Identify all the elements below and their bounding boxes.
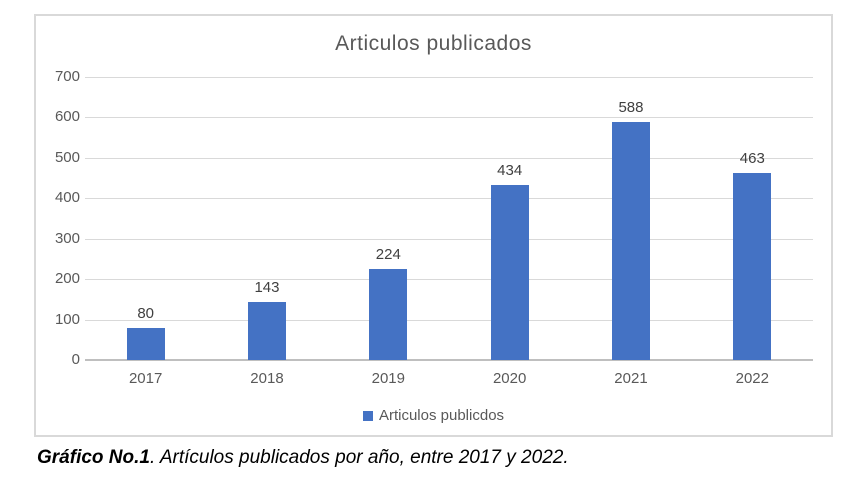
- y-gridline-200: [85, 279, 813, 281]
- y-axis-tick-label-700: 700: [54, 68, 80, 85]
- bar-value-label-2019: 224: [375, 246, 401, 264]
- x-axis-tick-label-2018: 2018: [250, 370, 284, 387]
- chart-container: Articulos publicados 80 143 224 434 588 463 A…: [34, 14, 833, 437]
- legend-marker-swatch: [362, 410, 373, 421]
- bar-value-label-2018: 143: [254, 279, 280, 297]
- y-axis-tick-label-0: 0: [71, 351, 80, 368]
- y-gridline-400: [85, 198, 813, 200]
- bar-2022: [733, 172, 772, 360]
- plot-area: 80 143 224 434 588 463: [85, 77, 813, 361]
- chart-title: Articulos publicados: [335, 32, 532, 55]
- x-axis-tick-label-2022: 2022: [735, 370, 769, 387]
- y-gridline-600: [85, 117, 813, 119]
- y-gridline-500: [85, 157, 813, 159]
- bar-2017: [126, 327, 165, 360]
- x-axis-tick-label-2019: 2019: [371, 370, 405, 387]
- y-axis-tick-label-400: 400: [54, 189, 80, 207]
- y-gridline-700: [85, 77, 813, 78]
- x-axis-tick-label-2020: 2020: [492, 370, 527, 387]
- bar-value-label-2021: 588: [618, 99, 644, 117]
- figure-caption: Gráfico No.1. Artículos publicados por a…: [37, 447, 837, 469]
- x-axis-tick-label-2021: 2021: [614, 370, 648, 387]
- y-axis-tick-label-500: 500: [54, 148, 80, 166]
- legend-series-label: Articulos publicdos: [378, 407, 505, 424]
- figure-caption-number: Gráfico No.1: [37, 447, 150, 468]
- bar-2020: [490, 184, 529, 360]
- chart-legend: Articulos publicdos: [36, 407, 831, 424]
- x-axis-line: [85, 359, 813, 361]
- bar-2018: [248, 302, 286, 360]
- bar-2019: [369, 269, 408, 360]
- y-gridline-300: [85, 238, 813, 240]
- x-axis-tick-label-2017: 2017: [128, 370, 163, 387]
- bar-2021: [612, 122, 650, 360]
- bar-value-label-2017: 80: [137, 304, 154, 322]
- figure-caption-text: . Artículos publicados por año, entre 20…: [149, 447, 569, 468]
- y-axis-tick-label-300: 300: [54, 229, 80, 247]
- bar-value-label-2020: 434: [497, 161, 523, 179]
- bar-value-label-2022: 463: [739, 149, 765, 167]
- y-axis-tick-label-600: 600: [54, 108, 80, 126]
- y-gridline-100: [85, 319, 813, 321]
- y-axis-tick-label-100: 100: [54, 310, 80, 328]
- y-axis-tick-label-200: 200: [54, 270, 80, 288]
